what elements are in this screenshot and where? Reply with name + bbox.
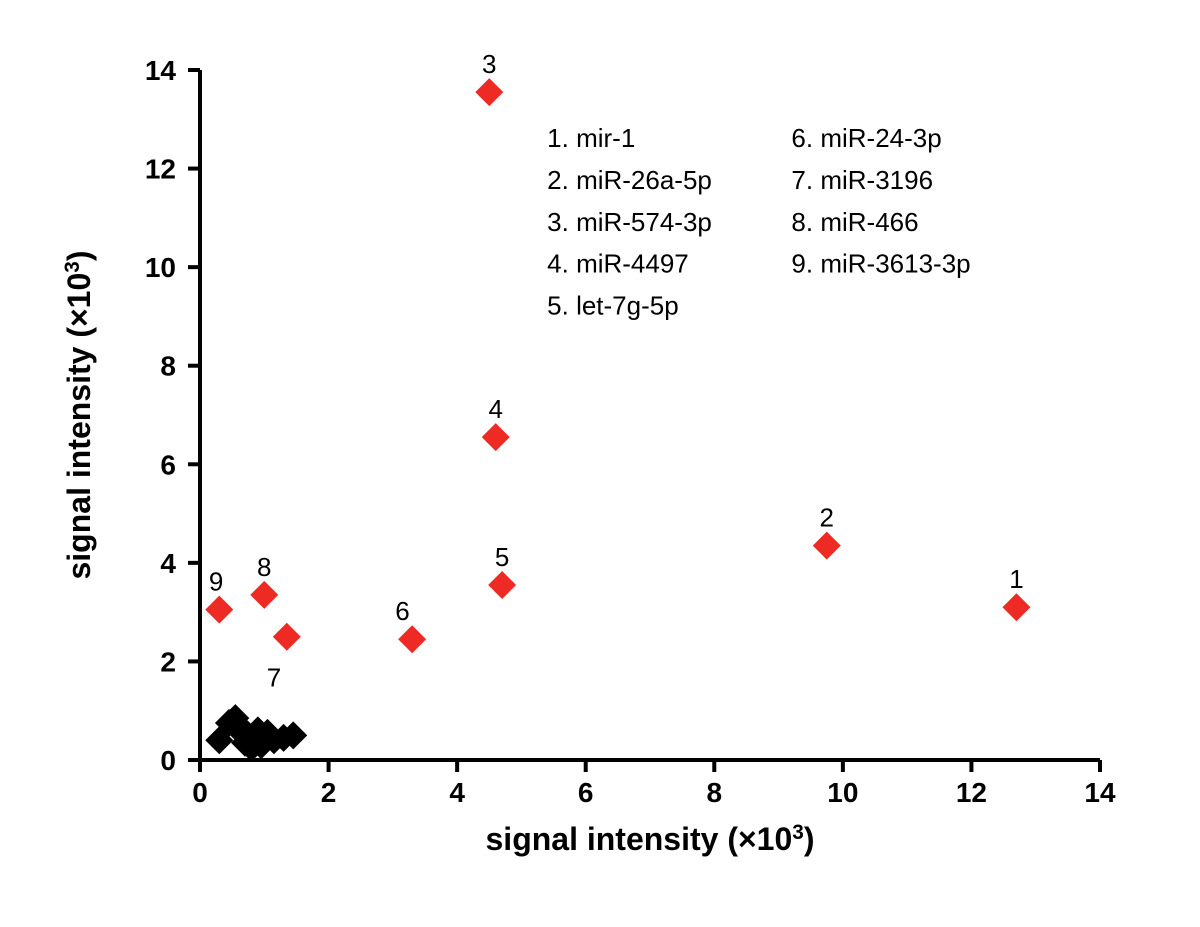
legend-item: 2. miR-26a-5p <box>547 165 712 195</box>
point-label: 5 <box>495 542 509 572</box>
y-tick-label: 14 <box>145 55 177 86</box>
point-label: 9 <box>209 567 223 597</box>
x-tick-label: 8 <box>706 777 722 808</box>
scatter-chart: 0246810121402468101214signal intensity (… <box>0 0 1200 927</box>
point-label: 7 <box>267 663 281 693</box>
y-axis-label: signal intensity (×103) <box>61 251 98 580</box>
legend-item: 9. miR-3613-3p <box>791 249 970 279</box>
y-tick-label: 6 <box>160 449 176 480</box>
y-tick-label: 12 <box>145 154 176 185</box>
data-point <box>250 581 278 609</box>
point-label: 1 <box>1009 564 1023 594</box>
legend-item: 8. miR-466 <box>791 207 918 237</box>
legend-item: 5. let-7g-5p <box>547 291 679 321</box>
data-point <box>813 532 841 560</box>
data-point <box>273 623 301 651</box>
legend-item: 7. miR-3196 <box>791 165 933 195</box>
x-tick-label: 10 <box>827 777 858 808</box>
x-tick-label: 6 <box>578 777 594 808</box>
point-label: 8 <box>257 552 271 582</box>
data-point <box>482 423 510 451</box>
x-tick-label: 14 <box>1084 777 1116 808</box>
point-label: 6 <box>395 596 409 626</box>
legend-item: 4. miR-4497 <box>547 249 689 279</box>
x-tick-label: 12 <box>956 777 987 808</box>
data-point <box>1002 593 1030 621</box>
legend-item: 1. mir-1 <box>547 123 635 153</box>
point-label: 2 <box>820 503 834 533</box>
data-point <box>205 596 233 624</box>
data-point <box>475 78 503 106</box>
y-tick-label: 8 <box>160 351 176 382</box>
y-tick-label: 0 <box>160 745 176 776</box>
data-point <box>488 571 516 599</box>
y-tick-label: 2 <box>160 646 176 677</box>
x-axis-label: signal intensity (×103) <box>486 821 815 858</box>
point-label: 3 <box>482 49 496 79</box>
legend-item: 3. miR-574-3p <box>547 207 712 237</box>
x-tick-label: 4 <box>449 777 465 808</box>
x-tick-label: 2 <box>321 777 337 808</box>
y-tick-label: 4 <box>160 548 176 579</box>
y-tick-label: 10 <box>145 252 176 283</box>
legend-item: 6. miR-24-3p <box>791 123 941 153</box>
data-point <box>398 625 426 653</box>
point-label: 4 <box>488 394 502 424</box>
x-tick-label: 0 <box>192 777 208 808</box>
